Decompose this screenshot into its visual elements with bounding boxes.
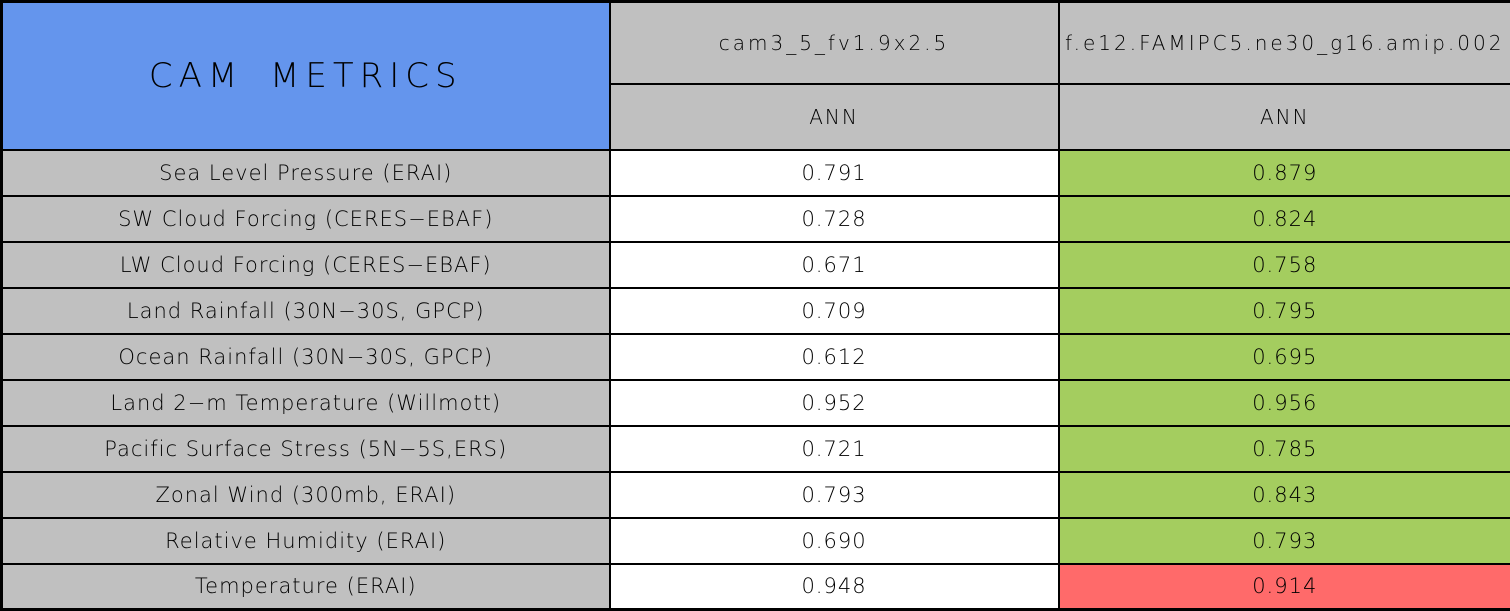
test-value-cell: 0.879 — [1057, 148, 1510, 197]
metric-label-cell: LW Cloud Forcing (CERES−EBAF) — [0, 240, 611, 289]
metric-label-cell: Sea Level Pressure (ERAI) — [0, 148, 611, 197]
metric-label-cell: Temperature (ERAI) — [0, 562, 611, 611]
test-value-cell: 0.758 — [1057, 240, 1510, 289]
table-row: LW Cloud Forcing (CERES−EBAF) 0.671 0.758 — [0, 240, 1510, 289]
table-row: Relative Humidity (ERAI) 0.690 0.793 — [0, 516, 1510, 565]
table-row: Ocean Rainfall (30N−30S, GPCP) 0.612 0.695 — [0, 332, 1510, 381]
control-value-cell: 0.612 — [608, 332, 1060, 381]
header-row-models: CAM METRICS cam3_5_fv1.9x2.5 f.e12.FAMIP… — [0, 0, 1510, 151]
test-value-cell: 0.956 — [1057, 378, 1510, 427]
metrics-tbody: Sea Level Pressure (ERAI) 0.791 0.879 SW Cl… — [0, 148, 1510, 611]
metric-label-cell: Ocean Rainfall (30N−30S, GPCP) — [0, 332, 611, 381]
metric-label-cell: SW Cloud Forcing (CERES−EBAF) — [0, 194, 611, 243]
control-value-cell: 0.952 — [608, 378, 1060, 427]
metric-label-cell: Land 2−m Temperature (Willmott) — [0, 378, 611, 427]
test-value-cell: 0.793 — [1057, 516, 1510, 565]
table-row: Zonal Wind (300mb, ERAI) 0.793 0.843 — [0, 470, 1510, 519]
control-value-cell: 0.671 — [608, 240, 1060, 289]
control-value-cell: 0.793 — [608, 470, 1060, 519]
test-value-cell: 0.695 — [1057, 332, 1510, 381]
control-value-cell: 0.728 — [608, 194, 1060, 243]
control-value-cell: 0.709 — [608, 286, 1060, 335]
metric-label-cell: Zonal Wind (300mb, ERAI) — [0, 470, 611, 519]
control-value-cell: 0.791 — [608, 148, 1060, 197]
control-value-cell: 0.690 — [608, 516, 1060, 565]
table-row: Temperature (ERAI) 0.948 0.914 — [0, 562, 1510, 611]
metric-label-cell: Land Rainfall (30N−30S, GPCP) — [0, 286, 611, 335]
column-header-control-season: ANN — [608, 82, 1060, 151]
column-header-test-season: ANN — [1057, 82, 1510, 151]
test-value-cell: 0.824 — [1057, 194, 1510, 243]
table-row: SW Cloud Forcing (CERES−EBAF) 0.728 0.824 — [0, 194, 1510, 243]
control-value-cell: 0.948 — [608, 562, 1060, 611]
table-title: CAM METRICS — [0, 0, 611, 151]
header-row-seasons: ANN ANN — [2, 82, 1510, 151]
table-row: Land Rainfall (30N−30S, GPCP) 0.709 0.795 — [0, 286, 1510, 335]
table-row: Sea Level Pressure (ERAI) 0.791 0.879 — [0, 148, 1510, 197]
test-value-cell: 0.785 — [1057, 424, 1510, 473]
table-row: Land 2−m Temperature (Willmott) 0.952 0.95… — [0, 378, 1510, 427]
test-value-cell: 0.795 — [1057, 286, 1510, 335]
table-row: Pacific Surface Stress (5N−5S,ERS) 0.721 0… — [0, 424, 1510, 473]
column-header-control-model: cam3_5_fv1.9x2.5 — [608, 0, 1060, 85]
test-value-cell: 0.914 — [1057, 562, 1510, 611]
metric-label-cell: Relative Humidity (ERAI) — [0, 516, 611, 565]
control-value-cell: 0.721 — [608, 424, 1060, 473]
test-value-cell: 0.843 — [1057, 470, 1510, 519]
metric-label-cell: Pacific Surface Stress (5N−5S,ERS) — [0, 424, 611, 473]
column-header-test-model: f.e12.FAMIPC5.ne30_g16.amip.002 — [1057, 0, 1510, 85]
